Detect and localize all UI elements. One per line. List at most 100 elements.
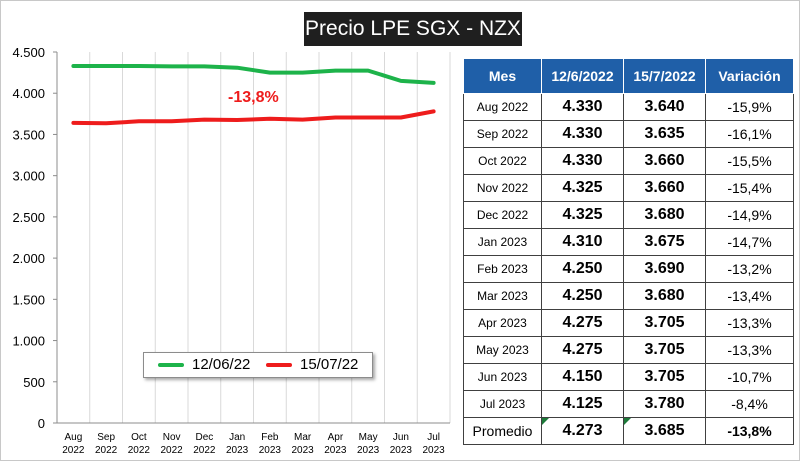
y-tick-label: 0 <box>38 416 45 431</box>
x-tick-label: May <box>359 432 378 443</box>
row-month: Dec 2022 <box>463 201 542 229</box>
row-value-1: 4.330 <box>541 93 624 121</box>
row-value-1: 4.325 <box>541 174 624 202</box>
table-row: Nov 2022 4.325 3.660 -15,4% <box>463 174 794 202</box>
x-tick-label: 2023 <box>390 445 413 456</box>
x-tick-label: Jun <box>393 432 409 443</box>
row-variation: -13,4% <box>705 282 794 310</box>
x-tick-label: Oct <box>131 432 147 443</box>
row-value-2: 3.705 <box>623 309 706 337</box>
summary-label: Promedio <box>463 417 542 445</box>
row-value-1: 4.325 <box>541 201 624 229</box>
row-variation: -15,4% <box>705 174 794 202</box>
row-value-1: 4.275 <box>541 309 624 337</box>
x-tick-label: Jan <box>229 432 245 443</box>
x-tick-label: 2023 <box>259 445 282 456</box>
table-body: Aug 2022 4.330 3.640 -15,9% Sep 2022 4.330 3.6… <box>463 93 794 418</box>
row-month: Feb 2023 <box>463 255 542 283</box>
row-value-2: 3.705 <box>623 336 706 364</box>
legend-label-series-2: 15/07/22 <box>300 356 359 373</box>
y-tick-label: 4.000 <box>12 86 45 101</box>
x-tick-label: 2022 <box>95 445 118 456</box>
x-tick-label: Aug <box>64 432 82 443</box>
row-variation: -13,3% <box>705 336 794 364</box>
row-value-2: 3.675 <box>623 228 706 256</box>
y-tick-label: 1.000 <box>12 334 45 349</box>
row-variation: -13,2% <box>705 255 794 283</box>
header-date-2: 15/7/2022 <box>623 58 706 94</box>
summary-avg-1: 4.273 <box>541 417 624 445</box>
row-variation: -14,9% <box>705 201 794 229</box>
row-month: Jul 2023 <box>463 390 542 418</box>
y-tick-label: 2.500 <box>12 210 45 225</box>
row-value-1: 4.125 <box>541 390 624 418</box>
row-variation: -14,7% <box>705 228 794 256</box>
x-tick-label: Mar <box>294 432 312 443</box>
x-tick-label: 2022 <box>161 445 184 456</box>
table-row: Apr 2023 4.275 3.705 -13,3% <box>463 309 794 337</box>
table-row: Feb 2023 4.250 3.690 -13,2% <box>463 255 794 283</box>
row-value-2: 3.705 <box>623 363 706 391</box>
x-tick-label: Feb <box>261 432 279 443</box>
x-tick-label: Sep <box>97 432 115 443</box>
header-variacion: Variación <box>705 58 794 94</box>
row-value-1: 4.330 <box>541 147 624 175</box>
flag-marker <box>624 418 631 425</box>
table-row: May 2023 4.275 3.705 -13,3% <box>463 336 794 364</box>
table-row: Jul 2023 4.125 3.780 -8,4% <box>463 390 794 418</box>
x-tick-label: 2023 <box>357 445 380 456</box>
row-value-1: 4.250 <box>541 255 624 283</box>
x-tick-label: Dec <box>195 432 213 443</box>
table-row: Oct 2022 4.330 3.660 -15,5% <box>463 147 794 175</box>
header-date-1: 12/6/2022 <box>541 58 624 94</box>
x-tick-label: 2023 <box>324 445 347 456</box>
row-month: Sep 2022 <box>463 120 542 148</box>
row-value-1: 4.330 <box>541 120 624 148</box>
summary-avg-2: 3.685 <box>623 417 706 445</box>
series-line-1 <box>71 64 436 85</box>
table-row: Sep 2022 4.330 3.635 -16,1% <box>463 120 794 148</box>
change-annotation: -13,8% <box>228 89 279 106</box>
legend-item-series-1: 12/06/22 <box>158 355 250 375</box>
table-row: Jun 2023 4.150 3.705 -10,7% <box>463 363 794 391</box>
x-tick-label: Apr <box>328 432 344 443</box>
table-header-row: Mes 12/6/2022 15/7/2022 Variación <box>463 58 794 94</box>
row-month: Apr 2023 <box>463 309 542 337</box>
row-month: Mar 2023 <box>463 282 542 310</box>
chart-legend: 12/06/22 15/07/22 <box>143 352 373 378</box>
table-row: Mar 2023 4.250 3.680 -13,4% <box>463 282 794 310</box>
x-tick-label: 2023 <box>292 445 315 456</box>
y-tick-label: 3.500 <box>12 127 45 142</box>
row-value-2: 3.690 <box>623 255 706 283</box>
row-month: Aug 2022 <box>463 93 542 121</box>
y-tick-label: 3.000 <box>12 169 45 184</box>
row-value-2: 3.635 <box>623 120 706 148</box>
row-variation: -8,4% <box>705 390 794 418</box>
summary-variation: -13,8% <box>705 417 794 445</box>
row-month: May 2023 <box>463 336 542 364</box>
legend-item-series-2: 15/07/22 <box>266 355 358 375</box>
row-variation: -15,9% <box>705 93 794 121</box>
row-month: Jun 2023 <box>463 363 542 391</box>
row-value-1: 4.150 <box>541 363 624 391</box>
row-value-2: 3.680 <box>623 282 706 310</box>
row-value-2: 3.660 <box>623 147 706 175</box>
row-value-1: 4.250 <box>541 282 624 310</box>
price-table: Mes 12/6/2022 15/7/2022 Variación Aug 20… <box>463 58 794 445</box>
row-value-2: 3.780 <box>623 390 706 418</box>
series-line-2 <box>71 109 436 126</box>
row-value-2: 3.680 <box>623 201 706 229</box>
summary-avg-1-value: 4.273 <box>562 422 603 439</box>
flag-marker <box>542 418 549 425</box>
x-tick-label: Jul <box>427 432 440 443</box>
table-row: Aug 2022 4.330 3.640 -15,9% <box>463 93 794 121</box>
x-tick-label: 2023 <box>226 445 249 456</box>
row-value-1: 4.310 <box>541 228 624 256</box>
table-row: Dec 2022 4.325 3.680 -14,9% <box>463 201 794 229</box>
row-value-2: 3.660 <box>623 174 706 202</box>
y-tick-label: 500 <box>23 375 45 390</box>
y-tick-label: 2.000 <box>12 251 45 266</box>
y-tick-label: 1.500 <box>12 292 45 307</box>
chart-title: Precio LPE SGX - NZX <box>304 12 522 46</box>
row-variation: -10,7% <box>705 363 794 391</box>
